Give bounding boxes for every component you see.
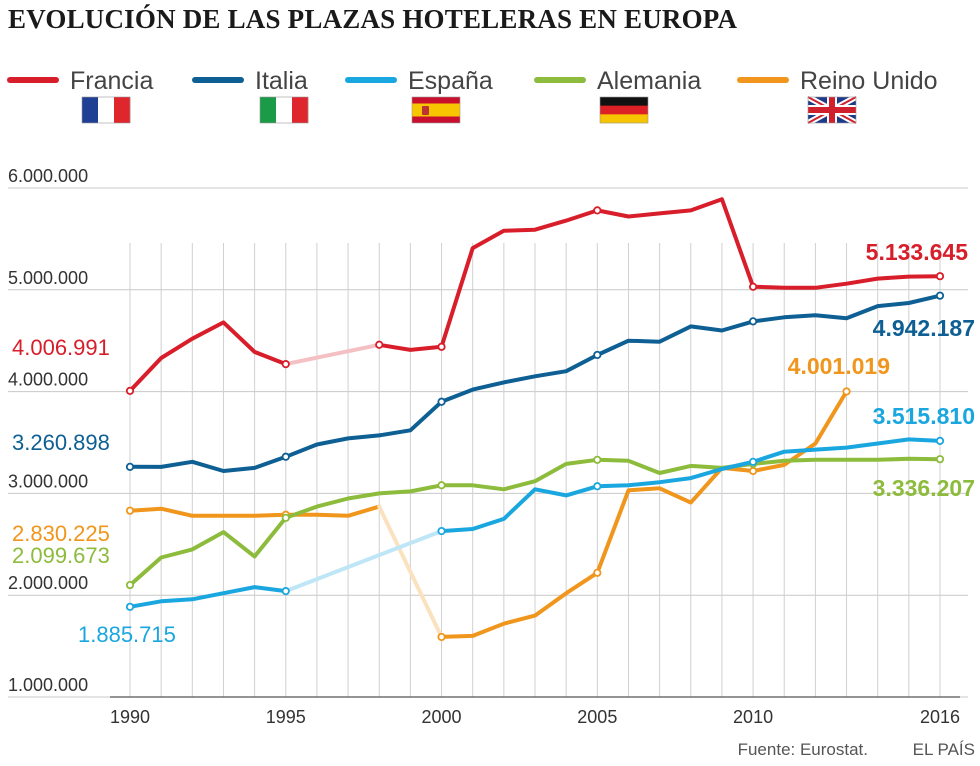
x-tick-label: 2000 [422,707,462,727]
series-line [128,456,942,588]
data-point-marker [748,457,758,466]
data-point-marker [281,360,290,369]
series-gap-line [283,529,444,594]
value-annotation: 2.830.225 [12,521,110,546]
series-line [128,585,288,609]
value-annotation: 1.885.715 [78,622,176,647]
value-annotation: 4.006.991 [12,335,110,360]
legend-label: España [408,67,493,95]
series-line [439,389,849,639]
series-line [377,197,942,352]
data-point-marker [125,602,135,611]
data-point-marker [935,436,945,445]
value-annotation: 2.099.673 [12,543,110,568]
y-tick-label: 5.000.000 [8,268,88,288]
value-annotation: 4.001.019 [788,353,890,379]
series-line [439,437,942,534]
spain-flag-icon [411,96,461,124]
series-line [128,504,382,518]
series-line [128,293,942,473]
y-tick-label: 2.000.000 [8,573,88,593]
data-point-marker [748,466,758,476]
value-annotation: 5.133.645 [866,239,969,265]
data-point-marker [748,317,758,326]
germany-flag-icon [599,96,649,124]
data-point-marker [748,282,758,291]
data-point-marker [593,350,602,360]
data-point-marker [125,462,135,471]
data-point-marker [593,482,602,491]
data-point-marker [281,513,290,522]
y-tick-label: 1.000.000 [8,675,88,695]
france-flag-icon [81,96,131,124]
value-annotation: 4.942.187 [873,315,975,341]
data-point-marker [437,632,446,642]
italy-flag-icon [259,96,309,124]
uk-flag-icon [806,94,858,126]
value-annotation: 3.336.207 [873,475,975,501]
data-point-marker [593,455,602,464]
series-line [128,320,288,393]
data-point-marker [125,386,135,395]
series-gap-line [283,342,382,367]
data-point-marker [125,506,135,515]
x-tick-label: 2005 [577,707,617,727]
data-point-marker [437,526,446,536]
source-note: Fuente: Eurostat. [738,740,868,759]
legend-label: Reino Unido [800,67,938,95]
x-tick-label: 2010 [733,707,773,727]
data-point-marker [375,340,384,349]
data-point-marker [437,342,446,351]
data-point-marker [842,387,851,396]
x-tick-label: 1990 [110,707,150,727]
y-tick-label: 6.000.000 [8,166,88,186]
legend-label: Italia [255,67,308,95]
x-tick-label: 2016 [920,707,960,727]
data-point-marker [935,291,945,300]
data-point-marker [281,452,290,461]
value-annotation: 3.260.898 [12,430,110,455]
legend-label: Francia [70,67,153,95]
y-tick-label: 3.000.000 [8,471,88,491]
data-point-marker [437,397,446,406]
data-point-marker [935,455,945,464]
data-point-marker [935,272,945,281]
data-point-marker [593,568,602,577]
data-point-marker [593,206,602,215]
data-point-marker [437,481,446,490]
value-annotation: 3.515.810 [873,403,975,429]
chart-title: EVOLUCIÓN DE LAS PLAZAS HOTELERAS EN EUR… [8,4,738,34]
legend-label: Alemania [597,67,701,95]
publisher-credit: EL PAÍS [913,740,975,759]
series-gap-line [377,504,444,639]
data-point-marker [281,587,290,596]
data-point-marker [125,580,135,590]
x-tick-label: 1995 [266,707,306,727]
y-tick-label: 4.000.000 [8,370,88,390]
